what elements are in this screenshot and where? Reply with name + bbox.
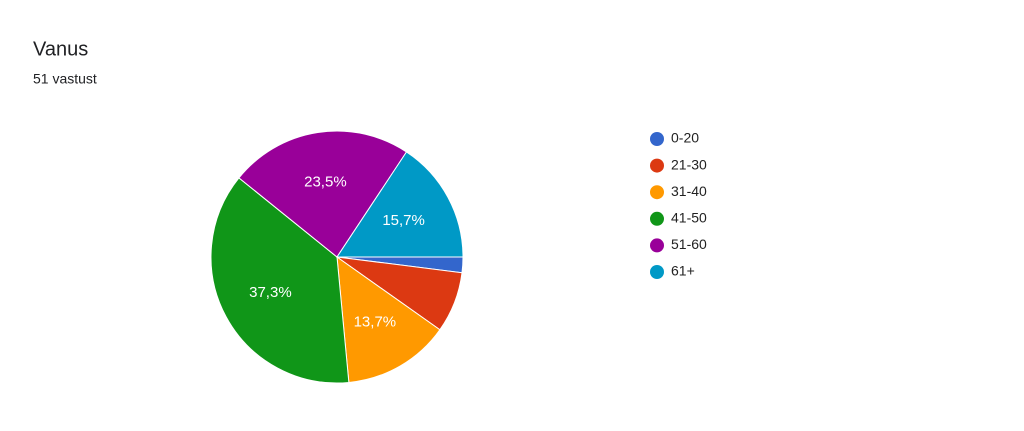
legend-label: 21-30 [671,156,707,172]
chart-title: Vanus [33,38,88,60]
chart-subtitle: 51 vastust [33,71,97,87]
legend-marker [650,211,664,226]
legend-label: 0-20 [671,130,699,146]
legend-marker [650,265,664,279]
slice-label: 13,7% [354,313,397,330]
legend-label: 41-50 [671,210,707,226]
legend-marker [650,185,664,200]
legend-marker [650,132,664,146]
legend-marker [650,238,664,253]
legend-label: 61+ [671,263,695,279]
pie-slice [210,177,350,384]
pie-slice [336,255,441,383]
pie-slice [238,130,408,258]
pie-slice [336,151,464,258]
legend-label: 31-40 [671,183,707,199]
slice-label: 23,5% [304,173,347,190]
slice-label: 37,3% [249,284,292,301]
legend-marker [650,158,664,173]
legend-label: 51-60 [671,236,707,252]
slice-label: 15,7% [382,212,425,229]
